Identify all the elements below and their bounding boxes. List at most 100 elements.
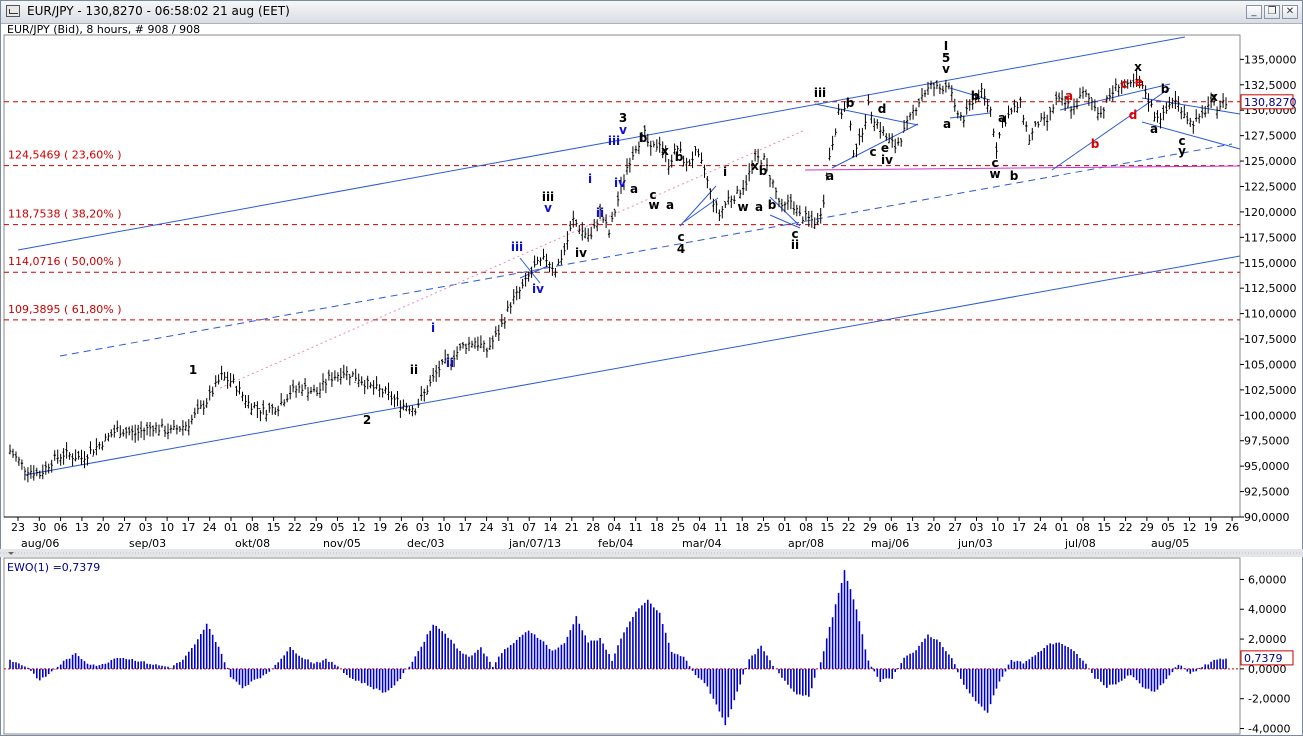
x-day-label: 04 xyxy=(607,521,621,534)
minimize-button[interactable]: _ xyxy=(1246,5,1262,19)
x-day-label: 22 xyxy=(1119,521,1133,534)
x-day-label: 26 xyxy=(1225,521,1239,534)
x-day-label: 07 xyxy=(522,521,536,534)
wave-label: e xyxy=(881,141,889,155)
x-day-label: 26 xyxy=(394,521,408,534)
wave-label: i xyxy=(723,165,727,179)
channel-lower-line xyxy=(24,255,1241,476)
current-price-box xyxy=(1240,94,1294,110)
y-tick-label: 92,5000 xyxy=(1244,486,1290,499)
x-day-label: 10 xyxy=(991,521,1005,534)
close-button[interactable]: ✕ xyxy=(1282,5,1298,19)
horizontal-support-line xyxy=(804,165,1241,171)
price-bars xyxy=(8,70,1228,483)
wave-label: 4 xyxy=(677,242,685,256)
wave-label: iii xyxy=(814,86,826,100)
wave-label: ii xyxy=(446,356,454,370)
x-day-label: 22 xyxy=(842,521,856,534)
x-month-label: dec/03 xyxy=(407,537,445,550)
x-month-label: maj/06 xyxy=(871,537,909,550)
wave-label: x xyxy=(661,144,669,158)
wave-label: a xyxy=(943,117,951,131)
wave-label: a xyxy=(826,169,834,183)
wave-label: x xyxy=(751,159,759,173)
wave-label: ii xyxy=(410,363,418,377)
osc-y-tick-label: 4,0000 xyxy=(1248,603,1287,616)
wave-label: b xyxy=(846,96,855,110)
wave-label: iii xyxy=(608,134,620,148)
x-day-label: 28 xyxy=(586,521,600,534)
wave-label: iv xyxy=(575,246,587,260)
y-tick-label: 107,5000 xyxy=(1244,333,1297,346)
y-tick-label: 100,0000 xyxy=(1244,409,1297,422)
y-tick-label: 122,5000 xyxy=(1244,180,1297,193)
wave-label: w xyxy=(737,200,748,214)
oscillator-bars xyxy=(9,570,1227,726)
wave-label: v xyxy=(619,123,627,137)
wedge-line xyxy=(519,265,549,279)
wave-label: x xyxy=(1210,90,1218,104)
x-day-label: 10 xyxy=(437,521,451,534)
current-price-label: 130,8270 xyxy=(1244,96,1297,109)
x-day-label: 15 xyxy=(267,521,281,534)
wave-label: x xyxy=(1134,60,1142,74)
y-tick-label: 115,0000 xyxy=(1244,257,1297,270)
triangle-line xyxy=(683,197,719,223)
y-tick-label: 127,5000 xyxy=(1244,130,1297,143)
wave-label: v xyxy=(544,201,552,215)
wave-label: w xyxy=(989,167,1000,181)
y-tick-label: 102,5000 xyxy=(1244,384,1297,397)
x-day-label: 01 xyxy=(1055,521,1069,534)
oscillator-value-box xyxy=(1240,650,1294,666)
triangle-line xyxy=(949,87,991,101)
y-tick-label: 125,0000 xyxy=(1244,155,1297,168)
x-day-label: 15 xyxy=(820,521,834,534)
y-tick-label: 105,0000 xyxy=(1244,358,1297,371)
x-month-label: nov/05 xyxy=(323,537,361,550)
wave-label: a xyxy=(1065,89,1073,103)
wave-label: b xyxy=(1161,82,1170,96)
x-month-label: mar/04 xyxy=(682,537,722,550)
x-day-label: 06 xyxy=(54,521,68,534)
wave-label: c xyxy=(1178,134,1185,148)
x-day-label: 06 xyxy=(884,521,898,534)
wave-label: b xyxy=(971,89,980,103)
fibonacci-level-label: 114,0716 ( 50,00% ) xyxy=(8,255,122,268)
window-title: EUR/JPY - 130,8270 - 06:58:02 21 aug (EE… xyxy=(27,4,290,18)
x-month-label: aug/06 xyxy=(21,537,59,550)
x-day-label: 29 xyxy=(1140,521,1154,534)
restore-button[interactable]: ❐ xyxy=(1264,5,1280,19)
x-day-label: 08 xyxy=(799,521,813,534)
wave-label: 2 xyxy=(363,413,371,427)
wave-label: 1 xyxy=(189,363,197,377)
y-tick-label: 120,0000 xyxy=(1244,206,1297,219)
wave-label: b xyxy=(1091,137,1100,151)
x-day-label: 27 xyxy=(948,521,962,534)
title-bar[interactable]: EUR/JPY - 130,8270 - 06:58:02 21 aug (EE… xyxy=(1,1,1302,24)
osc-y-tick-label: -2,0000 xyxy=(1248,693,1290,706)
x-day-label: 25 xyxy=(671,521,685,534)
x-day-label: 08 xyxy=(245,521,259,534)
triangle-line xyxy=(1141,97,1241,115)
wave-label: a xyxy=(666,198,674,212)
triangle-line xyxy=(1141,121,1241,150)
wedge-line xyxy=(519,257,541,284)
wave-label: b xyxy=(1010,169,1019,183)
wave-label: a xyxy=(630,182,638,196)
wave-label: c xyxy=(991,156,998,170)
channel-mid-dashed-line xyxy=(59,143,1233,357)
wave-label: c xyxy=(869,145,876,159)
x-day-label: 17 xyxy=(458,521,472,534)
y-tick-label: 97,5000 xyxy=(1244,435,1290,448)
x-day-label: 13 xyxy=(906,521,920,534)
y-tick-label: 110,0000 xyxy=(1244,308,1297,321)
triangle-line xyxy=(949,112,991,119)
channel-upper-line xyxy=(17,36,1186,251)
wave-label: v xyxy=(942,62,950,76)
x-day-label: 11 xyxy=(629,521,643,534)
y-tick-label: 90,0000 xyxy=(1244,511,1290,524)
wave-label: d xyxy=(1129,108,1138,122)
x-month-label: feb/04 xyxy=(598,537,633,550)
x-day-label: 30 xyxy=(32,521,46,534)
